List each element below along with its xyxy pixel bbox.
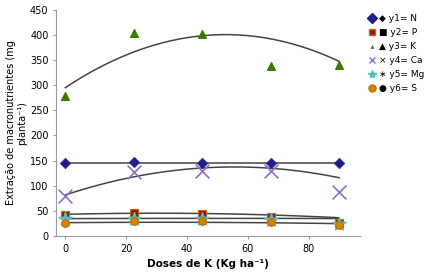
Point [336, 161, 343, 165]
Point [62, 216, 69, 221]
Point [62, 221, 69, 225]
Point [130, 210, 137, 215]
Point [199, 161, 206, 165]
Point [336, 190, 343, 194]
Point [267, 218, 274, 222]
X-axis label: Doses de K (Kg ha⁻¹): Doses de K (Kg ha⁻¹) [147, 259, 269, 270]
Point [62, 194, 69, 198]
Point [336, 221, 343, 226]
Point [267, 215, 274, 219]
Point [336, 223, 343, 227]
Point [62, 94, 69, 98]
Point [130, 219, 137, 223]
Point [267, 64, 274, 69]
Point [267, 220, 274, 224]
Legend: ◆ y1= N, ■ y2= P, ▲ y3= K, × y4= Ca, ∗ y5= Mg, ● y6= S: ◆ y1= N, ■ y2= P, ▲ y3= K, × y4= Ca, ∗ y… [368, 14, 424, 93]
Point [62, 161, 69, 165]
Point [130, 170, 137, 174]
Point [130, 160, 137, 164]
Point [199, 32, 206, 37]
Point [336, 221, 343, 225]
Point [267, 161, 274, 165]
Point [199, 216, 206, 221]
Point [130, 216, 137, 221]
Point [199, 169, 206, 173]
Point [267, 169, 274, 173]
Point [199, 219, 206, 223]
Y-axis label: Extração de macronutrientes (mg
planta⁻¹): Extração de macronutrientes (mg planta⁻¹… [6, 40, 27, 205]
Point [336, 63, 343, 67]
Point [62, 213, 69, 217]
Point [130, 31, 137, 35]
Point [199, 211, 206, 216]
